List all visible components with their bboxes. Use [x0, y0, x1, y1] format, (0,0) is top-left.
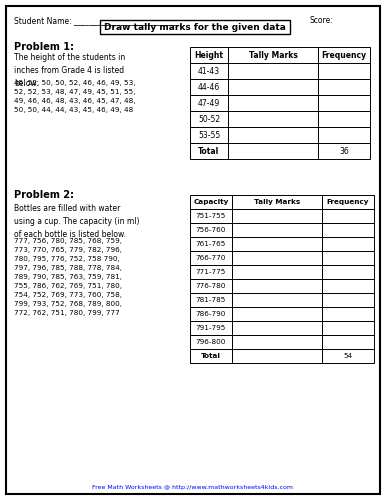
Bar	[232, 195, 322, 209]
Text: 771-775: 771-775	[196, 269, 226, 275]
Bar	[190, 265, 232, 279]
Bar	[232, 293, 322, 307]
Text: Problem 1:: Problem 1:	[14, 42, 74, 52]
Bar	[228, 111, 318, 127]
Bar	[232, 265, 322, 279]
Bar	[232, 349, 322, 363]
Text: Bottles are filled with water
using a cup. The capacity (in ml)
of each bottle i: Bottles are filled with water using a cu…	[14, 204, 139, 240]
Bar	[318, 63, 370, 79]
Bar	[232, 307, 322, 321]
Text: 41-43: 41-43	[198, 66, 220, 76]
Bar	[322, 237, 374, 251]
Bar	[322, 349, 374, 363]
Text: 777, 756, 780, 785, 768, 759,
773, 770, 765, 779, 782, 796,
780, 795, 776, 752, : 777, 756, 780, 785, 768, 759, 773, 770, …	[14, 238, 122, 316]
Bar	[318, 79, 370, 95]
Bar	[232, 335, 322, 349]
Bar	[322, 293, 374, 307]
Bar	[322, 265, 374, 279]
Bar	[318, 95, 370, 111]
Bar	[322, 321, 374, 335]
Bar	[190, 63, 228, 79]
Bar	[232, 223, 322, 237]
Text: 45, 52, 50, 50, 52, 46, 46, 49, 53,
52, 52, 53, 48, 47, 49, 45, 51, 55,
49, 46, : 45, 52, 50, 50, 52, 46, 46, 49, 53, 52, …	[14, 80, 135, 113]
FancyBboxPatch shape	[100, 20, 290, 34]
Bar	[318, 111, 370, 127]
Text: 796-800: 796-800	[196, 339, 226, 345]
Text: 50-52: 50-52	[198, 114, 220, 124]
Bar	[190, 143, 228, 159]
Bar	[322, 307, 374, 321]
Bar	[190, 223, 232, 237]
Text: Total: Total	[198, 146, 220, 156]
Bar	[190, 111, 228, 127]
Text: 751-755: 751-755	[196, 213, 226, 219]
Text: Tally Marks: Tally Marks	[249, 50, 298, 59]
Bar	[190, 95, 228, 111]
Bar	[190, 127, 228, 143]
Bar	[322, 279, 374, 293]
Text: 756-760: 756-760	[196, 227, 226, 233]
Text: 781-785: 781-785	[196, 297, 226, 303]
Text: Draw tally marks for the given data: Draw tally marks for the given data	[104, 22, 286, 32]
Bar	[190, 209, 232, 223]
Bar	[322, 195, 374, 209]
Bar	[318, 127, 370, 143]
Bar	[190, 307, 232, 321]
Text: Free Math Worksheets @ http://www.mathworksheets4kids.com: Free Math Worksheets @ http://www.mathwo…	[93, 485, 293, 490]
Bar	[190, 335, 232, 349]
Bar	[190, 237, 232, 251]
Text: Capacity: Capacity	[193, 199, 229, 205]
Bar	[228, 127, 318, 143]
Text: Score:: Score:	[310, 16, 334, 25]
Bar	[190, 293, 232, 307]
Bar	[228, 95, 318, 111]
Bar	[190, 251, 232, 265]
Text: Frequency: Frequency	[322, 50, 367, 59]
Text: 47-49: 47-49	[198, 98, 220, 108]
Text: Height: Height	[195, 50, 223, 59]
Text: Total: Total	[201, 353, 221, 359]
Bar	[232, 279, 322, 293]
Bar	[228, 63, 318, 79]
Bar	[232, 321, 322, 335]
Bar	[318, 143, 370, 159]
Text: 786-790: 786-790	[196, 311, 226, 317]
Text: Tally Marks: Tally Marks	[254, 199, 300, 205]
Bar	[228, 79, 318, 95]
Text: 44-46: 44-46	[198, 82, 220, 92]
Bar	[228, 143, 318, 159]
Text: Student Name: ___________________________: Student Name: __________________________…	[14, 16, 179, 25]
Bar	[322, 223, 374, 237]
Bar	[318, 47, 370, 63]
Text: 36: 36	[339, 146, 349, 156]
Bar	[190, 195, 232, 209]
Bar	[232, 209, 322, 223]
Bar	[228, 47, 318, 63]
Text: 766-770: 766-770	[196, 255, 226, 261]
Text: 791-795: 791-795	[196, 325, 226, 331]
Text: 761-765: 761-765	[196, 241, 226, 247]
Bar	[190, 321, 232, 335]
Bar	[322, 209, 374, 223]
Text: 53-55: 53-55	[198, 130, 220, 140]
Text: 776-780: 776-780	[196, 283, 226, 289]
Bar	[322, 251, 374, 265]
Text: 54: 54	[344, 353, 353, 359]
Bar	[322, 335, 374, 349]
Text: Problem 2:: Problem 2:	[14, 190, 74, 200]
Bar	[190, 47, 228, 63]
Text: Frequency: Frequency	[327, 199, 369, 205]
Bar	[232, 237, 322, 251]
Bar	[232, 251, 322, 265]
Text: The height of the students in
inches from Grade 4 is listed
below:: The height of the students in inches fro…	[14, 53, 125, 88]
Bar	[190, 79, 228, 95]
Bar	[190, 279, 232, 293]
Bar	[190, 349, 232, 363]
